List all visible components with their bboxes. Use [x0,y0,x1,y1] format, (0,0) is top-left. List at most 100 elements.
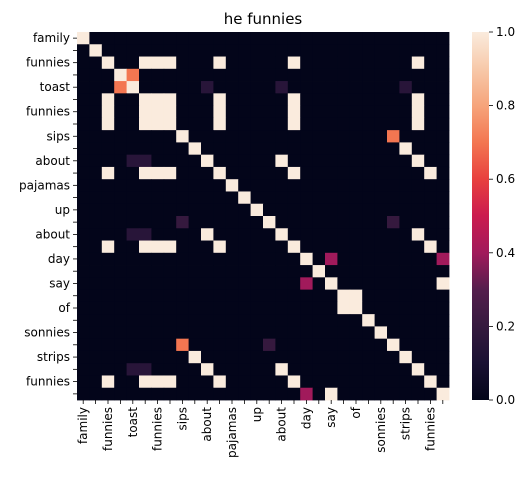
heatmap-cell [151,326,165,340]
heatmap-cell [263,338,276,352]
heatmap-cell [300,130,313,143]
heatmap-cell [374,191,388,205]
heatmap-cell [411,387,425,401]
heatmap-cell [387,81,400,94]
heatmap-cell [263,203,276,217]
heatmap-cell [436,350,450,364]
heatmap-cell [349,191,363,205]
heatmap-cell [411,228,425,241]
column-tick-label: funnies [101,407,115,451]
heatmap-cell [213,166,227,180]
heatmap-cell [387,32,400,45]
heatmap-cell [337,216,351,229]
heatmap-cell [77,166,90,180]
heatmap-cell [300,228,313,241]
heatmap-cell [337,32,351,45]
heatmap-cell [424,81,437,94]
heatmap-cell [188,375,202,389]
heatmap-cell [275,240,289,254]
heatmap-cell [250,56,264,70]
heatmap-cell [89,32,103,45]
heatmap-cell [250,130,264,143]
heatmap-cell [163,105,177,119]
heatmap-cell [300,363,313,376]
heatmap-cell [250,228,264,241]
heatmap-cell [411,130,425,143]
heatmap-cell [362,228,375,241]
heatmap-cell [188,32,202,45]
heatmap-cell [250,105,264,119]
column-tick-label: strips [399,407,413,440]
heatmap-cell [238,289,251,303]
heatmap-cell [225,105,239,119]
heatmap-cell [188,387,202,401]
heatmap-cell [250,363,264,376]
heatmap-cell [312,363,326,376]
heatmap-cell [163,166,177,180]
heatmap-cell [424,179,437,192]
heatmap-cell [374,387,388,401]
heatmap-cell [374,252,388,266]
heatmap-cell [436,130,450,143]
heatmap-cell [362,68,375,82]
heatmap-cell [300,314,313,327]
heatmap-cell [263,68,276,82]
heatmap-cell [374,81,388,94]
heatmap-cell [213,154,227,168]
heatmap-cell [201,56,214,70]
heatmap-cell [101,191,115,205]
heatmap-cell [362,216,375,229]
row-tick-label: day [48,252,70,266]
heatmap-cell [89,338,103,352]
heatmap-cell [436,93,450,106]
heatmap-cell [101,216,115,229]
heatmap-cell [362,326,375,340]
heatmap-cell [387,166,400,180]
heatmap-cell [139,350,152,364]
heatmap-cell [337,154,351,168]
heatmap-cell [139,289,152,303]
heatmap-cell [312,32,326,45]
heatmap-cell [89,179,103,192]
column-tick-label: toast [126,407,140,438]
heatmap-cell [374,350,388,364]
heatmap-cell [89,68,103,82]
heatmap-cell [275,289,289,303]
colorbar [472,32,489,400]
heatmap-cell [325,338,338,352]
heatmap-cell [126,203,140,217]
heatmap-cell [101,314,115,327]
heatmap-cell [424,44,437,57]
heatmap-cell [287,338,301,352]
heatmap-cell [188,154,202,168]
heatmap-cell [176,338,189,352]
heatmap-cell [114,252,127,266]
heatmap-cell [201,289,214,303]
heatmap-cell [201,32,214,45]
heatmap-cell [101,252,115,266]
heatmap-cell [163,44,177,57]
heatmap-cell [225,350,239,364]
heatmap-cell [399,93,413,106]
heatmap-cell [300,56,313,70]
heatmap-cell [139,68,152,82]
heatmap-cell [89,265,103,278]
heatmap-cell [399,252,413,266]
heatmap-cell [89,191,103,205]
row-tick-label: about [35,227,70,241]
heatmap-cell [325,301,338,315]
heatmap-cell [349,68,363,82]
colorbar-ticks: 0.0 0.2 0.4 0.6 0.8 1.0 [489,25,515,407]
heatmap-cell [349,105,363,119]
heatmap-cell [225,117,239,131]
heatmap-cell [387,191,400,205]
heatmap-cell [238,314,251,327]
heatmap-cell [176,289,189,303]
heatmap-cell [225,228,239,241]
heatmap-cell [374,228,388,241]
heatmap-cell [349,289,363,303]
heatmap-cell [337,277,351,290]
heatmap-cell [287,56,301,70]
heatmap-cell [89,314,103,327]
